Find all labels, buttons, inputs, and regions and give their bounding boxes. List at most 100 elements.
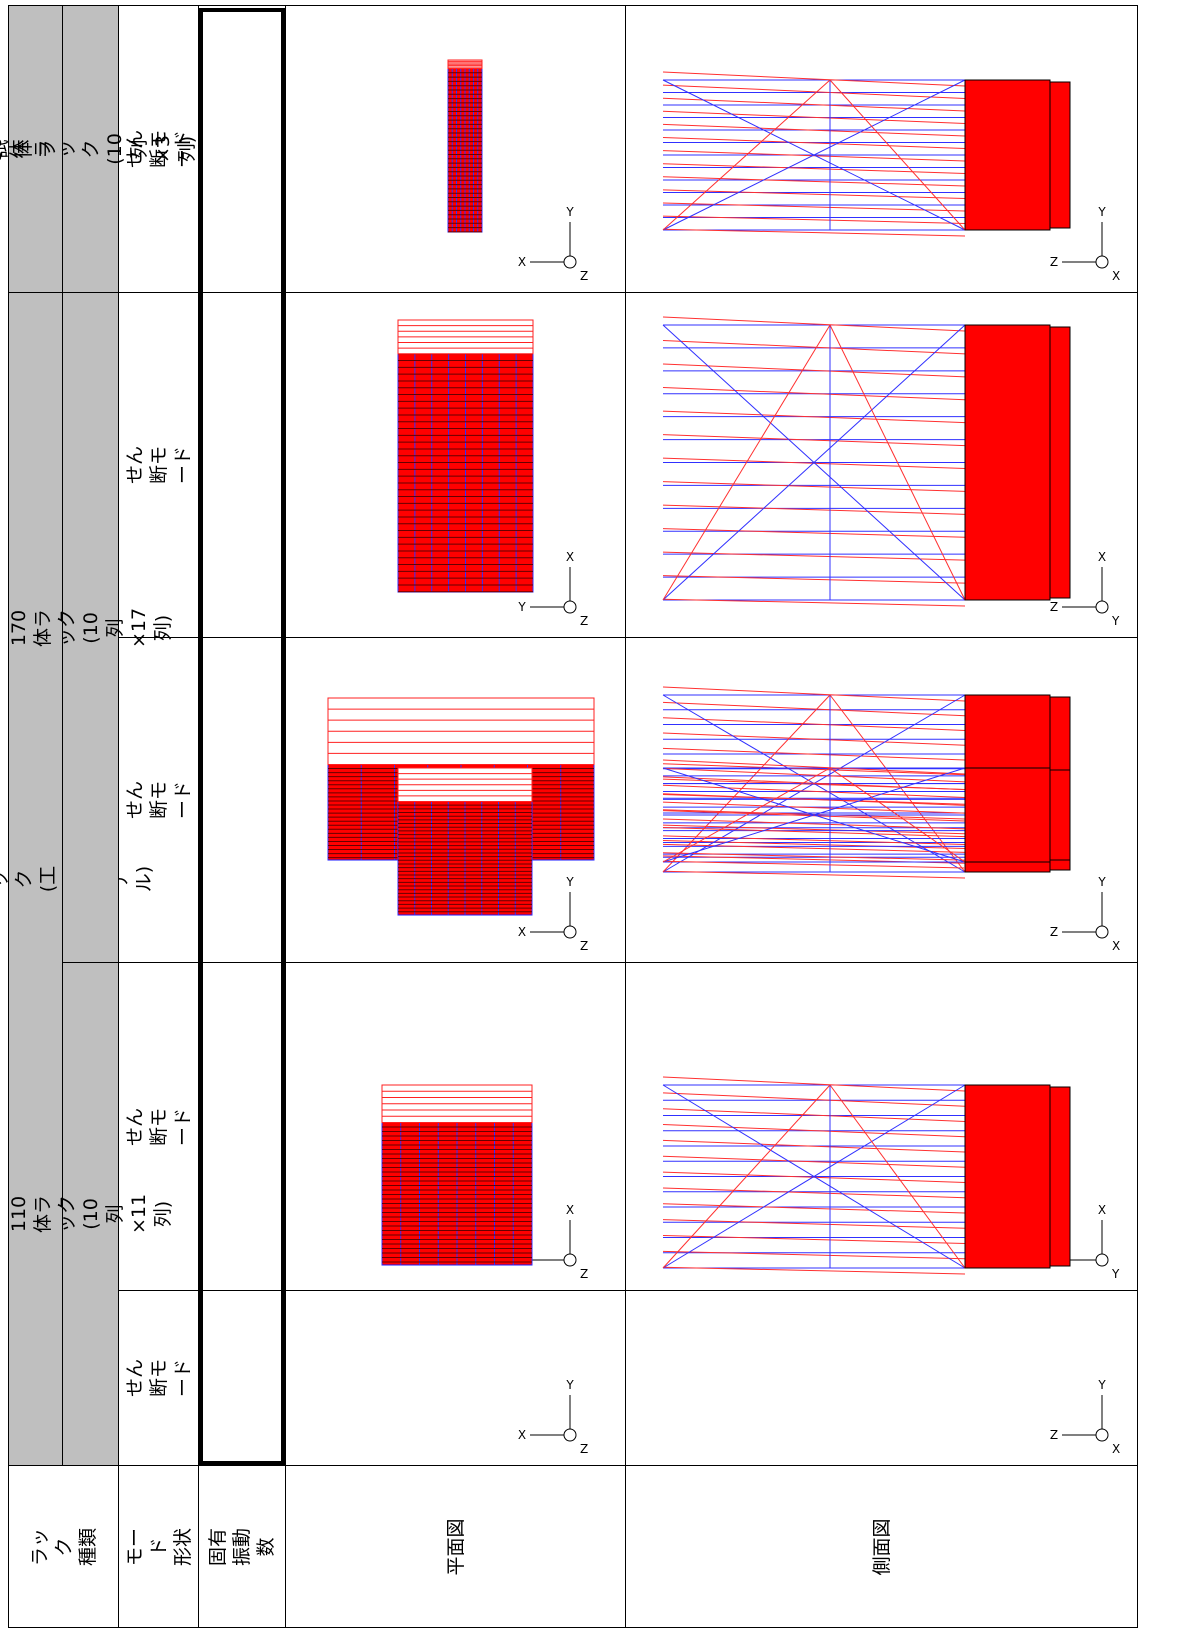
axis-label: X (1098, 1203, 1106, 1217)
axis-label: X (1112, 269, 1120, 283)
axis-label: Y (517, 600, 526, 614)
side-model (964, 767, 1051, 863)
model-line (662, 176, 966, 187)
axis-label: Z (580, 939, 588, 953)
model-line (662, 824, 966, 835)
axis-label: Y (565, 1378, 574, 1392)
model-line (662, 759, 966, 775)
axis-label: X (518, 255, 526, 269)
model-line (662, 1219, 966, 1229)
model-line (662, 71, 966, 87)
model-line (662, 84, 966, 99)
model-line (662, 504, 966, 515)
side-model (1049, 326, 1071, 599)
model-line (662, 701, 966, 717)
axis-label: Y (1111, 1267, 1120, 1281)
model-line (662, 97, 966, 112)
model-line (662, 767, 966, 863)
model-line (662, 686, 966, 702)
model-line (662, 410, 966, 424)
axis-label: Y (565, 205, 574, 219)
axis-label: Z (1050, 1428, 1058, 1442)
axis-origin (1095, 1253, 1109, 1267)
model-line (662, 870, 966, 879)
frequency-frame (199, 8, 285, 1465)
model-line (662, 528, 966, 538)
axis-label: X (566, 550, 574, 564)
group-cell: 燃料ラック(工認モデル) (0, 292, 155, 1466)
model-line (662, 110, 966, 124)
model-line (662, 860, 966, 869)
model-line (662, 747, 966, 761)
axis-label: Y (1097, 875, 1106, 889)
axis-origin (1095, 1428, 1109, 1442)
model-line (662, 163, 966, 174)
model-line (662, 767, 966, 783)
model-line (662, 79, 966, 231)
side-cell (625, 1290, 1138, 1466)
model-line (662, 324, 966, 601)
model-line (662, 1084, 831, 1269)
model-line (662, 776, 966, 791)
model-line (662, 434, 966, 447)
axis-origin (563, 925, 577, 939)
model-line (662, 809, 966, 820)
model-line (662, 481, 966, 492)
axis-label: Z (580, 1267, 588, 1281)
model-line (662, 324, 831, 601)
model-line (662, 137, 966, 149)
model-line (662, 387, 966, 401)
model-line (662, 79, 831, 231)
model-line (662, 1124, 966, 1138)
axis-origin (1095, 600, 1109, 614)
side-model (964, 79, 1051, 231)
model-line (662, 843, 966, 853)
axis-label: Y (1097, 1378, 1106, 1392)
side-model (1049, 769, 1071, 861)
model-line (662, 575, 966, 584)
axis-label: Y (1097, 205, 1106, 219)
axis-label: Z (580, 614, 588, 628)
model-line (662, 202, 966, 212)
model-line (662, 793, 966, 806)
model-line (662, 1084, 966, 1269)
model-line (662, 1187, 966, 1199)
model-line (662, 1155, 966, 1168)
model-line (662, 228, 966, 237)
model-line (829, 324, 966, 601)
model-line (662, 810, 966, 822)
axis-label: Y (565, 875, 574, 889)
axis-label: Y (1111, 614, 1120, 628)
axis-label: Z (1050, 255, 1058, 269)
axis-origin (563, 1253, 577, 1267)
axis-label: X (1112, 939, 1120, 953)
axis-label: X (566, 1203, 574, 1217)
model-line (662, 767, 831, 863)
side-model (964, 324, 1051, 601)
model-line (662, 1235, 966, 1244)
side-model (1049, 81, 1071, 229)
axis-origin (1095, 925, 1109, 939)
model-line (662, 826, 966, 838)
axis-label: X (518, 925, 526, 939)
axis-label: X (1112, 1442, 1120, 1456)
model-line (662, 340, 966, 355)
model-line (662, 316, 966, 332)
axis-label: Z (1050, 600, 1058, 614)
model-line (829, 79, 966, 231)
model-line (662, 189, 966, 199)
axis-label: Z (580, 269, 588, 283)
model-line (662, 835, 966, 845)
side-model (1049, 1086, 1071, 1267)
model-line (662, 598, 966, 607)
model-line (662, 1250, 966, 1260)
axis-label: Z (1050, 925, 1058, 939)
group-cell: 供試体ラック (0, 5, 107, 293)
model-line (662, 784, 966, 798)
model-line (662, 1076, 966, 1092)
model-line (662, 150, 966, 162)
model-line (662, 1139, 966, 1153)
axis-label: Z (580, 1442, 588, 1456)
model-line (662, 123, 966, 137)
